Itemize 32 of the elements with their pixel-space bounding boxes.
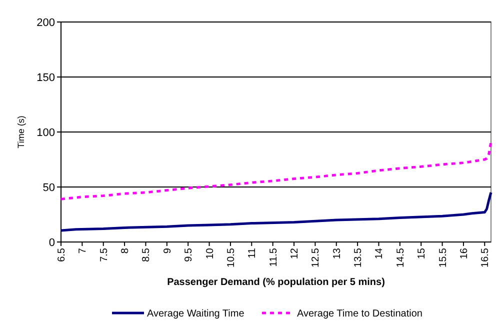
x-tick-label: 9.5 bbox=[184, 248, 195, 262]
x-tick-label: 15 bbox=[416, 248, 428, 260]
y-tick-label: 200 bbox=[36, 16, 55, 29]
y-tick-label: 50 bbox=[42, 182, 55, 194]
x-tick-label: 13 bbox=[332, 248, 343, 260]
legend-label: Average Waiting Time bbox=[147, 308, 245, 320]
x-tick-label: 6.5 bbox=[56, 248, 68, 262]
x-tick-label: 12 bbox=[290, 248, 301, 260]
x-tick-label: 14 bbox=[374, 248, 386, 260]
line-series bbox=[60, 140, 492, 200]
x-tick-label: 16.5 bbox=[480, 248, 492, 268]
x-tick-label: 8.5 bbox=[141, 248, 152, 262]
y-tick-label: 100 bbox=[36, 126, 55, 139]
x-tick-label: 13.5 bbox=[353, 248, 364, 268]
legend-label: Average Time to Destination bbox=[297, 308, 422, 320]
x-tick-label: 11 bbox=[247, 248, 258, 258]
x-tick-label: 14.5 bbox=[395, 248, 406, 268]
x-tick-label: 10 bbox=[204, 248, 216, 260]
x-tick-label: 11.5 bbox=[268, 248, 280, 267]
x-tick-label: 16 bbox=[458, 248, 470, 260]
x-tick-label: 8 bbox=[120, 248, 132, 254]
line-series bbox=[60, 191, 492, 232]
x-tick-label: 10.5 bbox=[226, 248, 237, 268]
x-tick-label: 7.5 bbox=[98, 248, 110, 262]
x-tick-label: 15.5 bbox=[438, 248, 449, 268]
x-tick-label: 12.5 bbox=[310, 248, 322, 268]
y-axis-title: Time (s) bbox=[16, 116, 26, 148]
y-tick-label: 0 bbox=[48, 236, 55, 249]
x-tick-label: 9 bbox=[162, 248, 174, 254]
y-tick-label: 150 bbox=[36, 72, 55, 84]
x-tick-label: 7 bbox=[78, 248, 89, 254]
x-axis-title: Passenger Demand (% population per 5 mins) bbox=[167, 277, 385, 288]
